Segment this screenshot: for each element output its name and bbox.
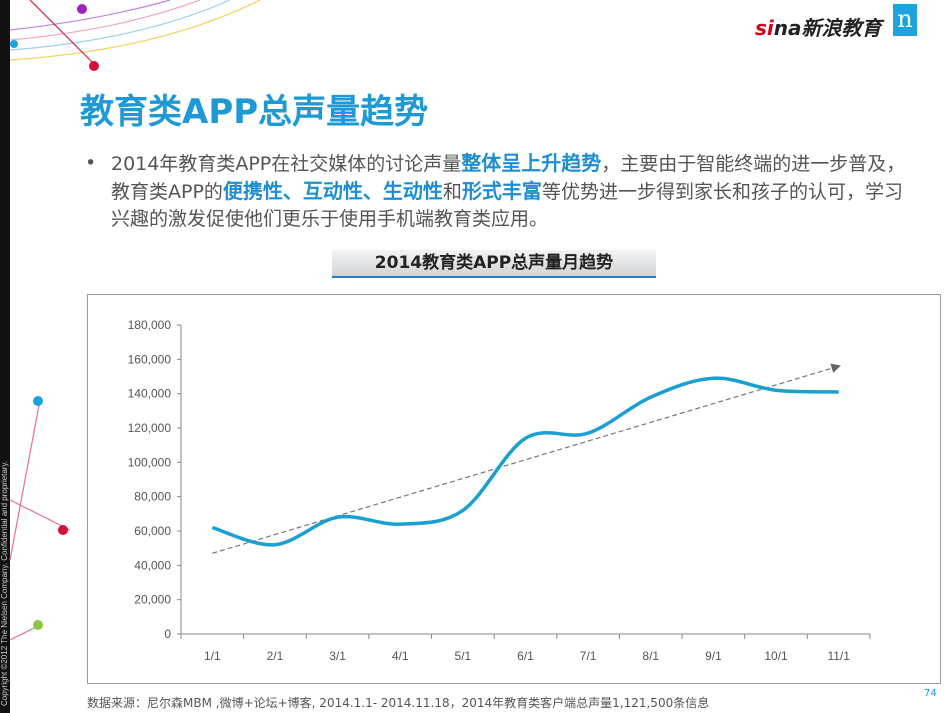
x-tick-label: 5/1 [455,649,472,663]
y-tick-label: 140,000 [128,387,172,401]
x-tick-label: 6/1 [517,649,534,663]
chart-title: 2014教育类APP总声量月趋势 [332,250,656,278]
highlight: 整体呈上升趋势 [461,151,602,175]
text: 等优势进一步得到家长和孩子的认可，学习兴趣的激发促使他们更乐于使用手机端教育类应… [111,181,903,230]
bullet-text: • 2014年教育类APP在社交媒体的讨论声量整体呈上升趋势，主要由于智能终端的进… [85,150,921,233]
y-tick-label: 60,000 [134,524,171,538]
y-tick-label: 180,000 [128,318,172,332]
highlight: 便携性、互动性、生动性 [222,179,443,203]
x-tick-label: 7/1 [580,649,597,663]
y-tick-label: 100,000 [128,455,172,469]
x-tick-label: 3/1 [329,649,346,663]
decorative-lines [9,0,261,641]
sina-edu-logo: sina新浪教育 [755,16,882,40]
y-tick-label: 20,000 [134,593,171,607]
y-tick-label: 40,000 [134,558,171,572]
y-tick-label: 120,000 [128,421,172,435]
bullet-dot: • [85,152,97,174]
x-tick-label: 8/1 [642,649,659,663]
series-line [211,376,839,547]
page-number: 74 [924,688,937,699]
x-tick-label: 2/1 [267,649,284,663]
chart-frame [87,294,941,684]
nielsen-logo: n [893,4,917,36]
source-note: 数据来源：尼尔森MBM ,微博+论坛+博客, 2014.1.1- 2014.11… [87,696,710,710]
x-tick-label: 10/1 [764,649,788,663]
text: 2014年教育类APP在社交媒体的讨论声量 [111,153,462,175]
text: ，主要由于智能终端的进一步普及，教育类APP的 [111,153,906,203]
page-title: 教育类APP总声量趋势 [80,92,429,132]
left-strip [0,0,10,713]
y-tick-label: 80,000 [134,490,171,504]
highlight: 形式丰富 [461,179,542,203]
x-tick-label: 1/1 [204,649,221,663]
y-tick-label: 160,000 [128,352,172,366]
text: 和 [442,181,462,203]
x-tick-label: 11/1 [827,649,850,663]
x-tick-label: 9/1 [705,649,722,663]
trend-line [212,363,841,554]
y-tick-label: 0 [164,627,171,641]
x-tick-label: 4/1 [392,649,409,663]
